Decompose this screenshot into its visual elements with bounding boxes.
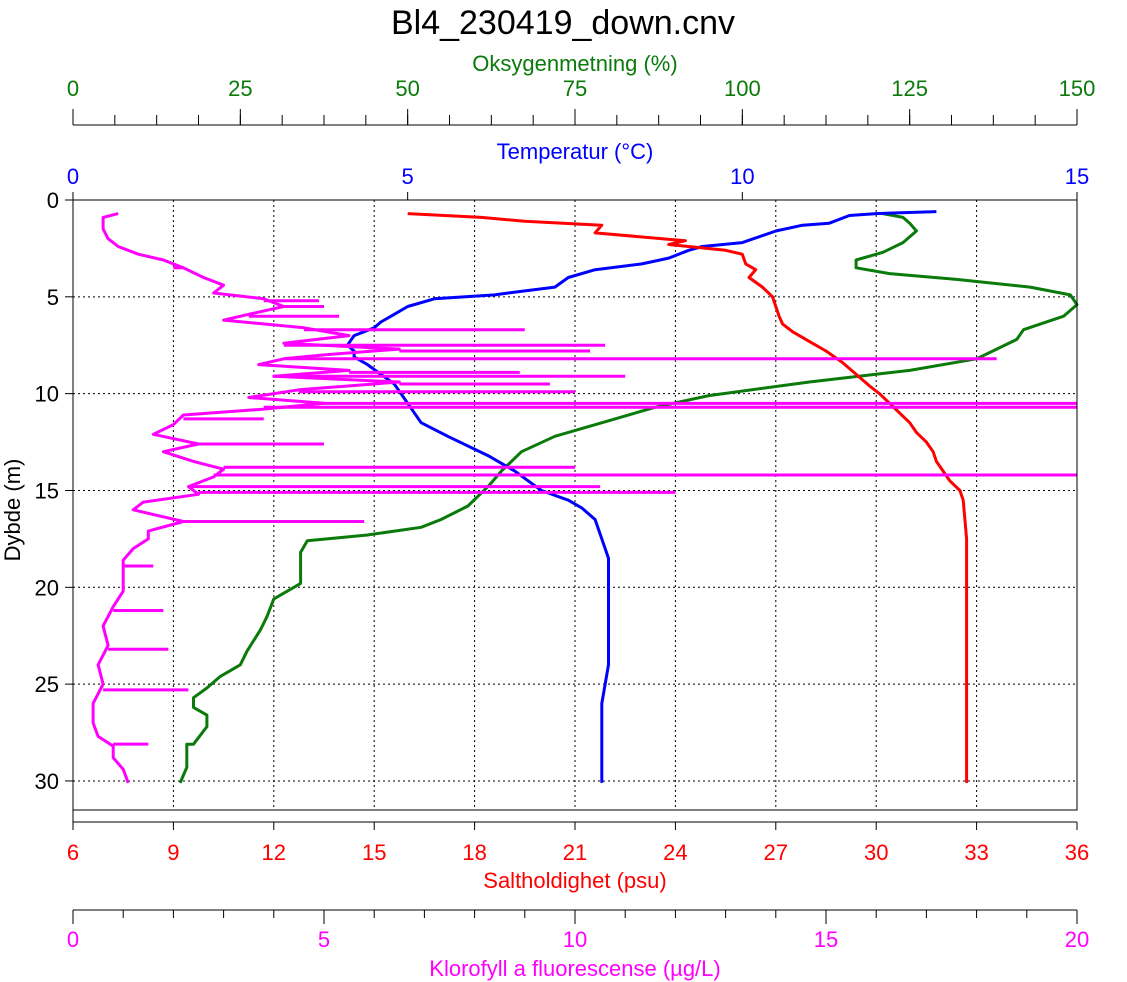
- salinity-axis-label: Saltholdighet (psu): [483, 868, 666, 893]
- depth-tick-label: 0: [47, 188, 59, 213]
- plot-frame: [72, 199, 1078, 811]
- salinity-tick-label: 6: [67, 840, 79, 865]
- depth-tick-label: 25: [35, 672, 59, 697]
- chlorophyll-tick-label: 0: [67, 927, 79, 952]
- depth-tick-label: 5: [47, 285, 59, 310]
- oxygen-line: [178, 212, 1079, 784]
- oxygen-tick-label: 125: [891, 76, 928, 101]
- depth-tick-label: 20: [35, 575, 59, 600]
- salinity-line: [407, 212, 969, 783]
- depth-axis-label: Dybde (m): [0, 459, 25, 562]
- temperature-tick-label: 15: [1065, 164, 1089, 189]
- depth-tick-label: 15: [35, 478, 59, 503]
- chlorophyll-axis-label: Klorofyll a fluorescense (µg/L): [429, 956, 720, 981]
- salinity-tick-label: 24: [663, 840, 687, 865]
- chlorophyll-tick-label: 10: [563, 927, 587, 952]
- temperature-tick-label: 10: [730, 164, 754, 189]
- grid-lines: [73, 200, 1077, 810]
- temperature-axis-label: Temperatur (°C): [497, 139, 654, 164]
- salinity-tick-label: 36: [1065, 840, 1089, 865]
- oxygen-tick-label: 100: [724, 76, 761, 101]
- salinity-tick-label: 12: [262, 840, 286, 865]
- depth-tick-label: 30: [35, 769, 59, 794]
- series-lines: [91, 210, 1079, 784]
- temperature-tick-label: 5: [402, 164, 414, 189]
- salinity-tick-label: 21: [563, 840, 587, 865]
- salinity-tick-label: 30: [864, 840, 888, 865]
- salinity-tick-label: 33: [964, 840, 988, 865]
- oxygen-tick-label: 150: [1059, 76, 1096, 101]
- salinity-tick-label: 9: [167, 840, 179, 865]
- temperature-tick-label: 0: [67, 164, 79, 189]
- salinity-tick-label: 18: [462, 840, 486, 865]
- oxygen-tick-label: 75: [563, 76, 587, 101]
- chlorophyll-tick-label: 20: [1065, 927, 1089, 952]
- chart-title: Bl4_230419_down.cnv: [391, 4, 735, 42]
- chlorophyll-tick-label: 15: [814, 927, 838, 952]
- oxygen-tick-label: 50: [395, 76, 419, 101]
- oxygen-tick-label: 25: [228, 76, 252, 101]
- oxygen-axis-label: Oksygenmetning (%): [472, 51, 677, 76]
- salinity-tick-label: 15: [362, 840, 386, 865]
- oxygen-tick-label: 0: [67, 76, 79, 101]
- depth-tick-label: 10: [35, 382, 59, 407]
- chlorophyll-line: [91, 212, 401, 784]
- chlorophyll-tick-label: 5: [318, 927, 330, 952]
- salinity-tick-label: 27: [764, 840, 788, 865]
